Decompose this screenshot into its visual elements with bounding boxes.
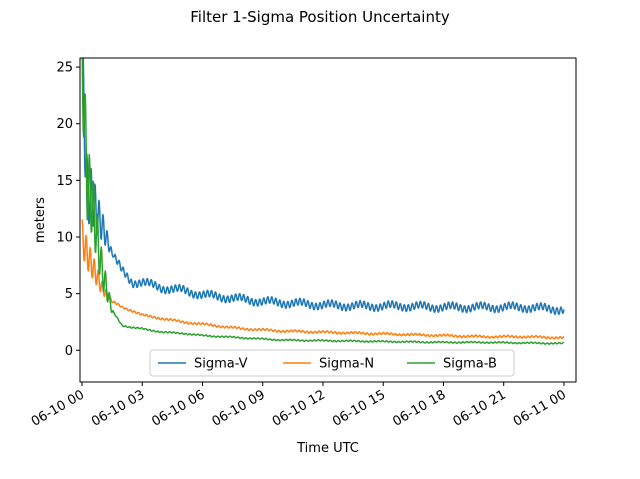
- x-tick-label: 06-10 09: [210, 387, 268, 429]
- x-tick-label: 06-10 06: [149, 387, 207, 429]
- y-tick-label: 20: [56, 117, 73, 132]
- legend: Sigma-V Sigma-N Sigma-B: [149, 349, 515, 377]
- chart-title: Filter 1-Sigma Position Uncertainty: [190, 8, 450, 26]
- x-axis: 06-10 00 06-10 03 06-10 06 06-10 09 06-10 12…: [29, 382, 569, 430]
- series-line-sigma-v: [82, 58, 565, 315]
- x-tick-label: 06-10 03: [89, 387, 147, 429]
- series-layer: [81, 58, 565, 345]
- series-line-sigma-n: [81, 219, 565, 340]
- y-tick-label: 10: [56, 230, 73, 245]
- series-line-sigma-b: [81, 58, 565, 345]
- legend-label: Sigma-B: [443, 357, 497, 372]
- plot-frame: [79, 57, 577, 383]
- y-tick-label: 0: [65, 344, 73, 359]
- x-axis-label: Time UTC: [296, 441, 359, 456]
- x-tick-label: 06-10 18: [390, 387, 448, 429]
- y-axis: 0 5 10 15 20 25: [56, 61, 80, 359]
- y-tick-label: 15: [56, 174, 73, 189]
- x-tick-label: 06-10 21: [451, 387, 509, 429]
- legend-box: [149, 349, 515, 377]
- x-tick-label: 06-10 12: [270, 387, 328, 429]
- legend-label: Sigma-N: [319, 357, 374, 372]
- y-tick-label: 25: [56, 61, 73, 76]
- legend-label: Sigma-V: [194, 357, 248, 372]
- x-tick-label: 06-10 00: [29, 387, 87, 429]
- y-tick-label: 5: [65, 287, 73, 302]
- x-tick-label: 06-11 00: [511, 387, 569, 429]
- y-axis-label: meters: [33, 197, 48, 243]
- x-tick-label: 06-10 15: [330, 387, 388, 429]
